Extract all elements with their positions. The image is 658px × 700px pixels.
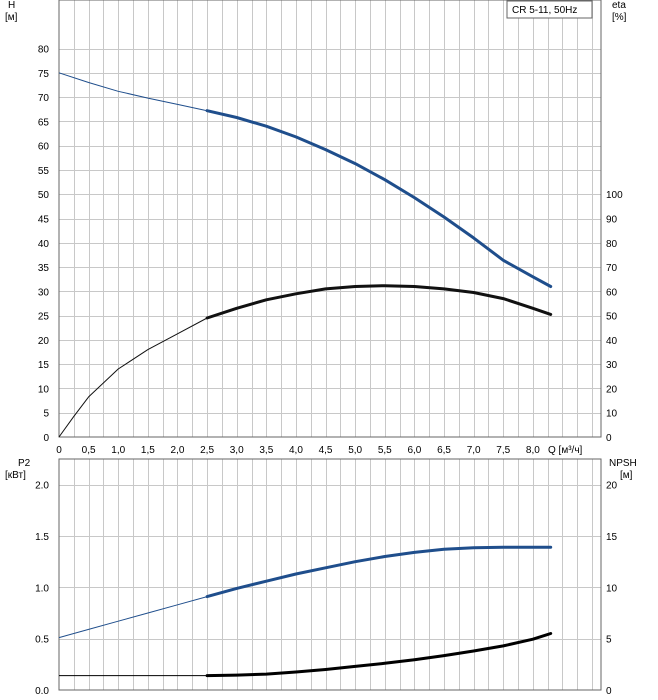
left-tick-label: 0.0 [35,686,49,697]
right-tick-label: 30 [606,360,618,371]
top-plot-frame [58,0,602,438]
legend-title: CR 5-11, 50Hz [512,5,577,16]
left-tick-label: 45 [38,215,50,226]
x-tick-label: 7,5 [496,445,510,456]
left-tick-label: 80 [38,45,50,56]
left-tick-label: 10 [38,384,50,395]
left-axis-unit-p2: [кВт] [5,470,26,481]
x-tick-label: 7,0 [467,445,481,456]
left-axis-label-p2: P2 [18,458,31,469]
power-npsh-chart: P2 [кВт] NPSH [м] 0.0 0.5 1.0 1.5 2.0 0 5 10 15 2… [5,458,637,697]
x-tick-label: 3,5 [259,445,273,456]
x-tick-label: 0 [56,445,62,456]
right-tick-label: 90 [606,215,618,226]
x-tick-label: 6,0 [407,445,421,456]
x-tick-label: 8,0 [526,445,540,456]
x-tick-label: 3,0 [230,445,244,456]
series-line-eta-extended [58,317,208,438]
left-tick-label: 75 [38,69,50,80]
left-axis-unit-h: [м] [5,12,18,23]
left-tick-label: 0 [43,433,49,444]
top-series [58,72,553,438]
x-axis-label-q: Q [м³/ч] [548,445,583,456]
left-tick-label: 25 [38,312,50,323]
right-tick-label: 70 [606,263,618,274]
bottom-series [58,545,553,678]
right-tick-label: 10 [606,583,618,594]
right-tick-label: 20 [606,481,618,492]
left-tick-label: 55 [38,166,50,177]
series-line-npsh [205,632,553,678]
x-tick-label: 1,0 [111,445,125,456]
series-line-p2-extended [58,596,208,639]
right-axis-label-eta: eta [612,0,626,11]
right-axis-unit-npsh: [м] [620,470,633,481]
right-tick-label: 20 [606,384,618,395]
right-tick-label: 40 [606,336,618,347]
right-axis-label-npsh: NPSH [609,458,637,469]
right-tick-label: 5 [606,635,612,646]
left-tick-label: 50 [38,190,50,201]
left-tick-label: 20 [38,336,50,347]
legend-box: CR 5-11, 50Hz [506,0,593,19]
bottom-grid [59,459,601,690]
head-efficiency-chart: H [м] eta [%] Q [м³/ч] CR 5-11, 50Hz 0 5 1… [5,0,627,456]
x-tick-label: 4,5 [319,445,333,456]
right-tick-label: 100 [606,190,623,201]
series-line-h-extended [58,72,208,112]
x-tick-label: 5,5 [378,445,392,456]
right-tick-label: 0 [606,433,612,444]
left-tick-label: 2.0 [35,481,49,492]
x-tick-label: 5,0 [348,445,362,456]
right-tick-label: 60 [606,287,618,298]
right-tick-label: 0 [606,686,612,697]
left-tick-label: 35 [38,263,50,274]
left-tick-label: 1.0 [35,583,49,594]
series-line-p2 [205,545,553,599]
left-tick-label: 60 [38,142,50,153]
left-tick-label: 15 [38,360,50,371]
left-tick-label: 40 [38,239,50,250]
left-tick-label: 30 [38,287,50,298]
top-grid [59,0,601,437]
right-tick-label: 80 [606,239,618,250]
left-tick-label: 65 [38,117,50,128]
right-tick-label: 15 [606,532,618,543]
right-axis-unit-eta: [%] [612,12,627,23]
series-line-eta [205,284,553,320]
x-tick-label: 2,5 [200,445,214,456]
left-tick-label: 1.5 [35,532,49,543]
series-line-h [205,109,553,288]
left-tick-label: 70 [38,93,50,104]
x-tick-label: 0,5 [82,445,96,456]
x-tick-label: 4,0 [289,445,303,456]
left-tick-label: 0.5 [35,635,49,646]
left-axis-label-h: H [8,0,15,11]
x-tick-label: 6,5 [437,445,451,456]
right-tick-label: 50 [606,312,618,323]
right-tick-label: 10 [606,409,618,420]
x-tick-label: 2,0 [171,445,185,456]
left-tick-label: 5 [43,409,49,420]
x-tick-label: 1,5 [141,445,155,456]
bottom-plot-frame [58,458,602,691]
bottom-tick-labels: 0.0 0.5 1.0 1.5 2.0 0 5 10 15 20 [35,481,617,697]
top-tick-labels: 0 5 10 15 20 25 30 35 40 45 50 55 60 65 70 75 80 0 10 20 30 4… [38,45,623,456]
